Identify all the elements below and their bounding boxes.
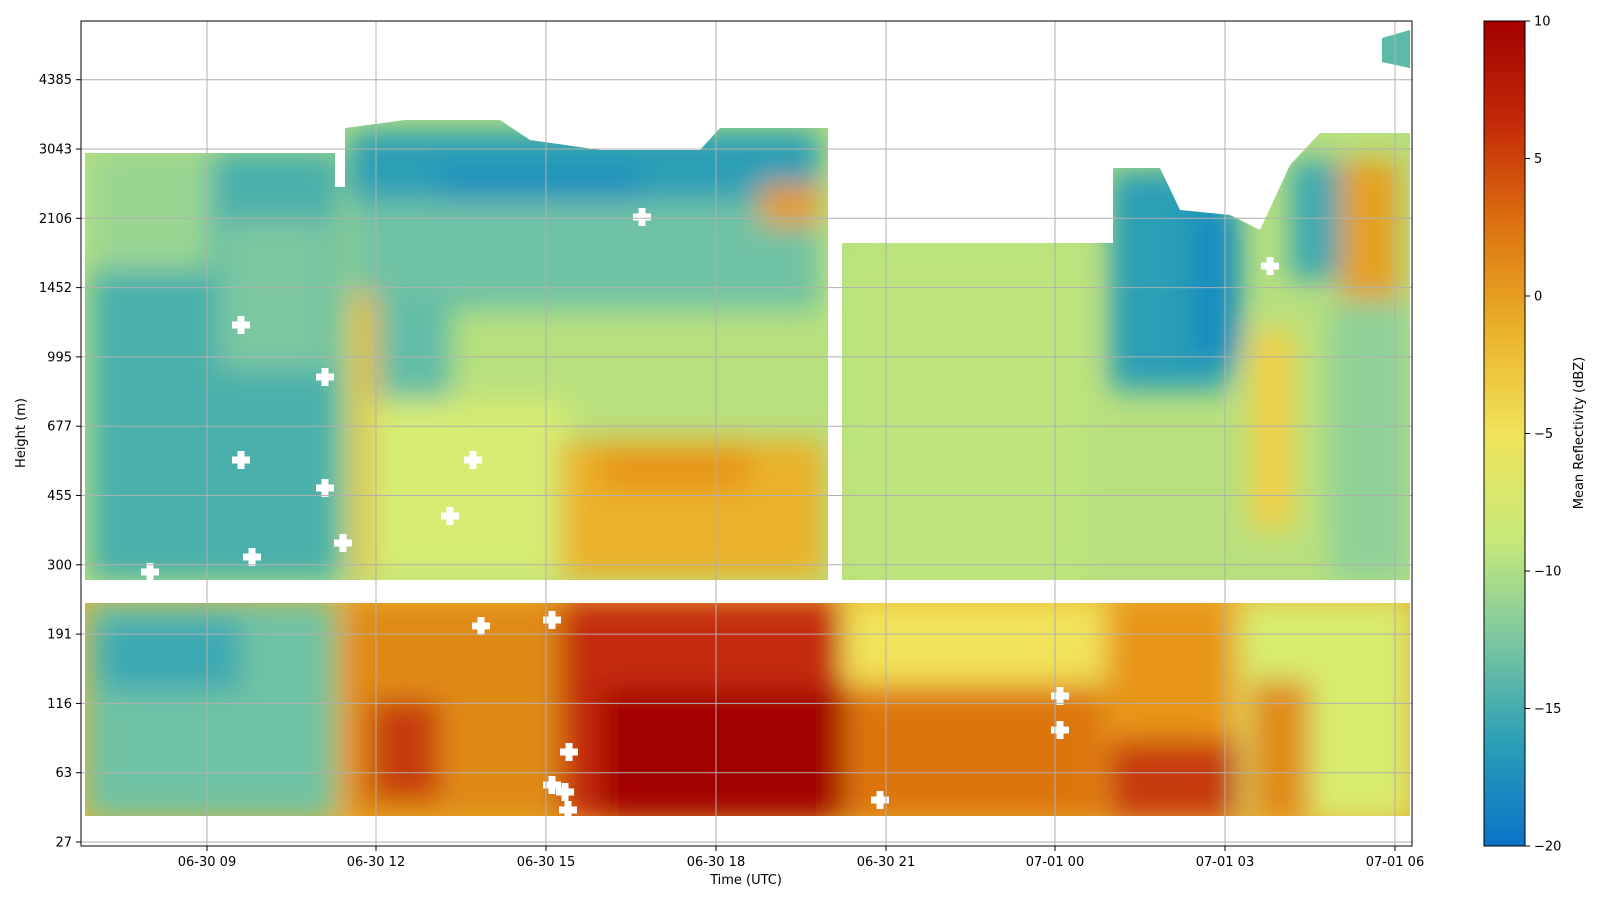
y-tick-label: 677 — [47, 420, 72, 435]
outlier-marker — [559, 801, 577, 819]
y-tick-label: 27 — [55, 836, 72, 851]
outlier-marker — [464, 451, 482, 469]
outlier-marker — [1261, 257, 1279, 275]
y-tick-label: 3043 — [39, 143, 72, 158]
y-tick-label: 4385 — [39, 73, 72, 88]
colorbar-label: Mean Reflectivity (dBZ) — [1572, 357, 1587, 510]
y-tick-label: 191 — [47, 628, 72, 643]
x-tick-label: 07-01 00 — [1026, 855, 1084, 870]
outlier-marker — [633, 208, 651, 226]
colorbar-tick-label: −5 — [1534, 427, 1553, 442]
y-tick-label: 455 — [47, 489, 72, 504]
x-tick-label: 06-30 12 — [347, 855, 405, 870]
outlier-marker — [543, 776, 561, 794]
y-tick-label: 1452 — [39, 281, 72, 296]
outlier-marker — [243, 548, 261, 566]
colorbar-tick-label: −15 — [1534, 702, 1561, 717]
colorbar: 10 5 0 −5 −10 −15 −20 Mean Reflectivity (dBZ) — [1483, 15, 1587, 855]
reflectivity-lower-layer — [85, 603, 1410, 816]
outlier-marker — [316, 479, 334, 497]
outlier-marker — [472, 617, 490, 635]
outlier-marker — [543, 611, 561, 629]
outlier-marker — [232, 316, 250, 334]
colorbar-tick-label: 10 — [1534, 15, 1551, 30]
y-tick-label: 995 — [47, 350, 72, 365]
outlier-marker — [141, 563, 159, 581]
plot-frame — [80, 20, 1413, 847]
y-tick-label: 116 — [47, 697, 72, 712]
colorbar-gradient — [1483, 20, 1526, 847]
colorbar-tick-label: 5 — [1534, 152, 1542, 167]
x-tick-label: 07-01 06 — [1366, 855, 1424, 870]
x-tick-label: 07-01 03 — [1196, 855, 1254, 870]
y-tick-label: 300 — [47, 558, 72, 573]
outlier-marker — [1051, 687, 1069, 705]
outlier-marker — [441, 507, 459, 525]
colorbar-tick-label: −20 — [1534, 840, 1561, 855]
x-tick-label: 06-30 21 — [857, 855, 915, 870]
x-tick-label: 06-30 09 — [178, 855, 236, 870]
grid-lines — [81, 21, 1412, 846]
outlier-marker — [334, 534, 352, 552]
x-axis-ticks: 06-30 09 06-30 12 06-30 15 06-30 18 06-30 21… — [178, 846, 1424, 870]
x-tick-label: 06-30 18 — [687, 855, 745, 870]
outlier-marker — [1051, 721, 1069, 739]
outlier-marker — [560, 743, 578, 761]
y-axis-label: Height (m) — [14, 398, 29, 468]
outlier-marker — [232, 451, 250, 469]
outlier-marker — [871, 791, 889, 809]
colorbar-tick-label: 0 — [1534, 290, 1542, 305]
y-tick-label: 63 — [55, 766, 72, 781]
outlier-marker — [316, 368, 334, 386]
colorbar-tick-label: −10 — [1534, 565, 1561, 580]
outlier-markers — [141, 208, 1279, 819]
x-tick-label: 06-30 15 — [517, 855, 575, 870]
y-axis-ticks: 27 63 116 191 300 455 677 995 1452 2106 3043 4385 — [39, 73, 81, 851]
colorbar-ticks: 10 5 0 −5 −10 −15 −20 — [1525, 15, 1561, 855]
y-tick-label: 2106 — [39, 212, 72, 227]
x-axis-label: Time (UTC) — [709, 873, 782, 888]
outlier-marker — [556, 783, 574, 801]
